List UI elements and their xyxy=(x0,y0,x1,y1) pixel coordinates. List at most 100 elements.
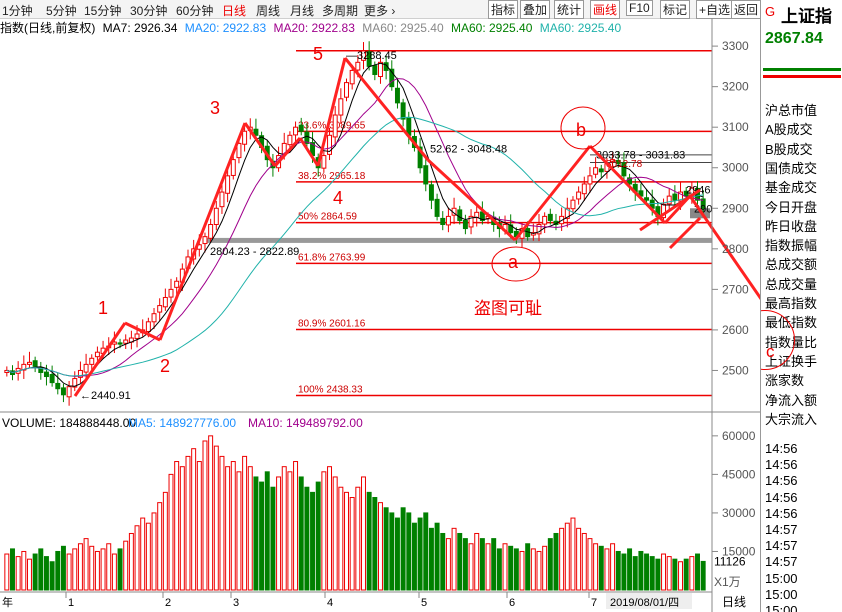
volume-bar xyxy=(123,540,129,591)
volume-bar xyxy=(576,527,582,591)
tool-button-0[interactable]: 指标 xyxy=(488,0,519,19)
candle-body xyxy=(213,207,219,225)
volume-bar xyxy=(496,548,502,591)
period-tab-7[interactable]: 月线 xyxy=(290,4,315,18)
volume-bar xyxy=(196,461,202,591)
volume-bar xyxy=(174,461,180,591)
candle-body xyxy=(21,363,27,371)
candle-body xyxy=(417,146,423,169)
volume-bar xyxy=(185,455,191,591)
candle-body xyxy=(332,114,338,138)
volume-tick-label: 15000 xyxy=(722,544,756,558)
side-time: 15:00 xyxy=(765,586,798,602)
volume-bar xyxy=(15,556,21,591)
side-item: 涨家数 xyxy=(765,373,805,389)
candle-body xyxy=(117,342,123,345)
tool-button-3[interactable]: 画线 xyxy=(590,0,621,19)
volume-bar xyxy=(10,548,15,591)
period-tab-2[interactable]: 15分钟 xyxy=(84,4,122,18)
period-tab-9[interactable]: 更多 › xyxy=(364,4,396,18)
wave-label: 5 xyxy=(313,44,323,64)
period-tab-8[interactable]: 多周期 xyxy=(322,4,359,18)
volume-bar xyxy=(593,543,599,591)
ma20b-value: MA20: 2922.83 xyxy=(273,21,355,35)
tool-button-5[interactable]: 标记 xyxy=(660,0,691,19)
price-axis: 3300 3200 3100 3000 2900 2800 2700 2600 2500 xyxy=(712,39,749,377)
volume-bar xyxy=(615,550,621,591)
period-tab-5[interactable]: 日线 xyxy=(222,4,247,18)
candle-body xyxy=(151,313,157,323)
candle-body xyxy=(672,193,678,201)
candle-body xyxy=(230,159,236,176)
volume-bar xyxy=(394,517,400,591)
candle-body xyxy=(66,386,72,398)
volume-bar xyxy=(655,558,661,591)
volume-bar xyxy=(83,538,89,591)
volume-bar xyxy=(389,512,395,591)
period-tab-3[interactable]: 30分钟 xyxy=(130,4,168,18)
period-tab-1[interactable]: 5分钟 xyxy=(46,4,77,18)
volume-bar xyxy=(542,545,548,591)
volume-bar xyxy=(179,466,185,591)
chart-title: 指数(日线,前复权) xyxy=(0,21,96,35)
volume-bar xyxy=(264,471,270,591)
ma-line-5 xyxy=(6,62,704,387)
period-tab-0[interactable]: 1分钟 xyxy=(2,4,33,18)
volume-bar xyxy=(43,556,49,591)
candle-body xyxy=(321,155,327,169)
period-tab-4[interactable]: 60分钟 xyxy=(176,4,214,18)
volume-bar xyxy=(49,561,55,591)
candle-body xyxy=(445,215,451,226)
month-label: 1 xyxy=(68,597,74,609)
volume-bar xyxy=(406,512,412,591)
toolbar: 1分钟 5分钟 15分钟 30分钟 60分钟 日线 周线 月线 多周期 更多 › 指标 叠加 统计 画线 F… xyxy=(0,0,762,19)
candle-body xyxy=(468,215,474,228)
wave-arrow xyxy=(588,144,667,225)
range1-label: 2804.23 - 2822.89 xyxy=(210,246,299,258)
price-tick-label: 3000 xyxy=(722,161,749,175)
volume-bar xyxy=(570,517,576,591)
side-item: 基金成交 xyxy=(765,180,818,196)
candle-body xyxy=(134,333,140,339)
candle-body xyxy=(26,361,32,365)
tool-button-1[interactable]: 叠加 xyxy=(520,0,551,19)
fib-label: 50% 2864.59 xyxy=(298,212,357,223)
volume-bar xyxy=(293,461,299,591)
volume-bar xyxy=(530,548,536,591)
candle-body xyxy=(440,217,446,225)
volume-bar xyxy=(695,553,700,591)
volume-bar xyxy=(411,522,417,591)
wave-label: 3 xyxy=(210,98,220,118)
moving-average-lines xyxy=(6,62,704,387)
candle-body xyxy=(587,175,593,185)
candle-body xyxy=(383,62,389,71)
month-label: 5 xyxy=(421,597,427,609)
volume-bar xyxy=(519,550,525,591)
volume-bar xyxy=(355,486,361,591)
tool-button-7[interactable]: 返回 xyxy=(731,0,762,19)
volume-bar xyxy=(310,491,316,591)
candle-body xyxy=(394,87,400,104)
volume-bar xyxy=(457,532,463,591)
volume-bar xyxy=(383,507,389,591)
wave-label: b xyxy=(576,120,586,140)
month-label: 7 xyxy=(591,597,597,609)
tool-button-4[interactable]: F10 xyxy=(626,0,653,16)
wave-arrow xyxy=(298,137,320,167)
tool-button-6[interactable]: +自选 xyxy=(696,0,734,19)
candle-body xyxy=(83,363,89,373)
candle-body xyxy=(38,367,44,373)
volume-bar xyxy=(587,538,593,591)
kline-chart[interactable]: 23.6% 3089.65 38.2% 2965.18 50% 2864.59 61.… xyxy=(0,18,760,612)
volume-bar xyxy=(627,548,633,591)
volume-bar xyxy=(564,522,570,591)
volume-bar xyxy=(77,543,83,591)
price-tick-label: 2700 xyxy=(722,282,749,296)
volume-bar xyxy=(106,543,112,591)
volume-bar xyxy=(547,538,553,591)
tool-button-2[interactable]: 统计 xyxy=(554,0,585,19)
candle-body xyxy=(94,351,100,358)
period-tab-6[interactable]: 周线 xyxy=(256,4,281,18)
side-item: 昨日收盘 xyxy=(765,218,818,234)
volume-bar xyxy=(247,466,253,591)
